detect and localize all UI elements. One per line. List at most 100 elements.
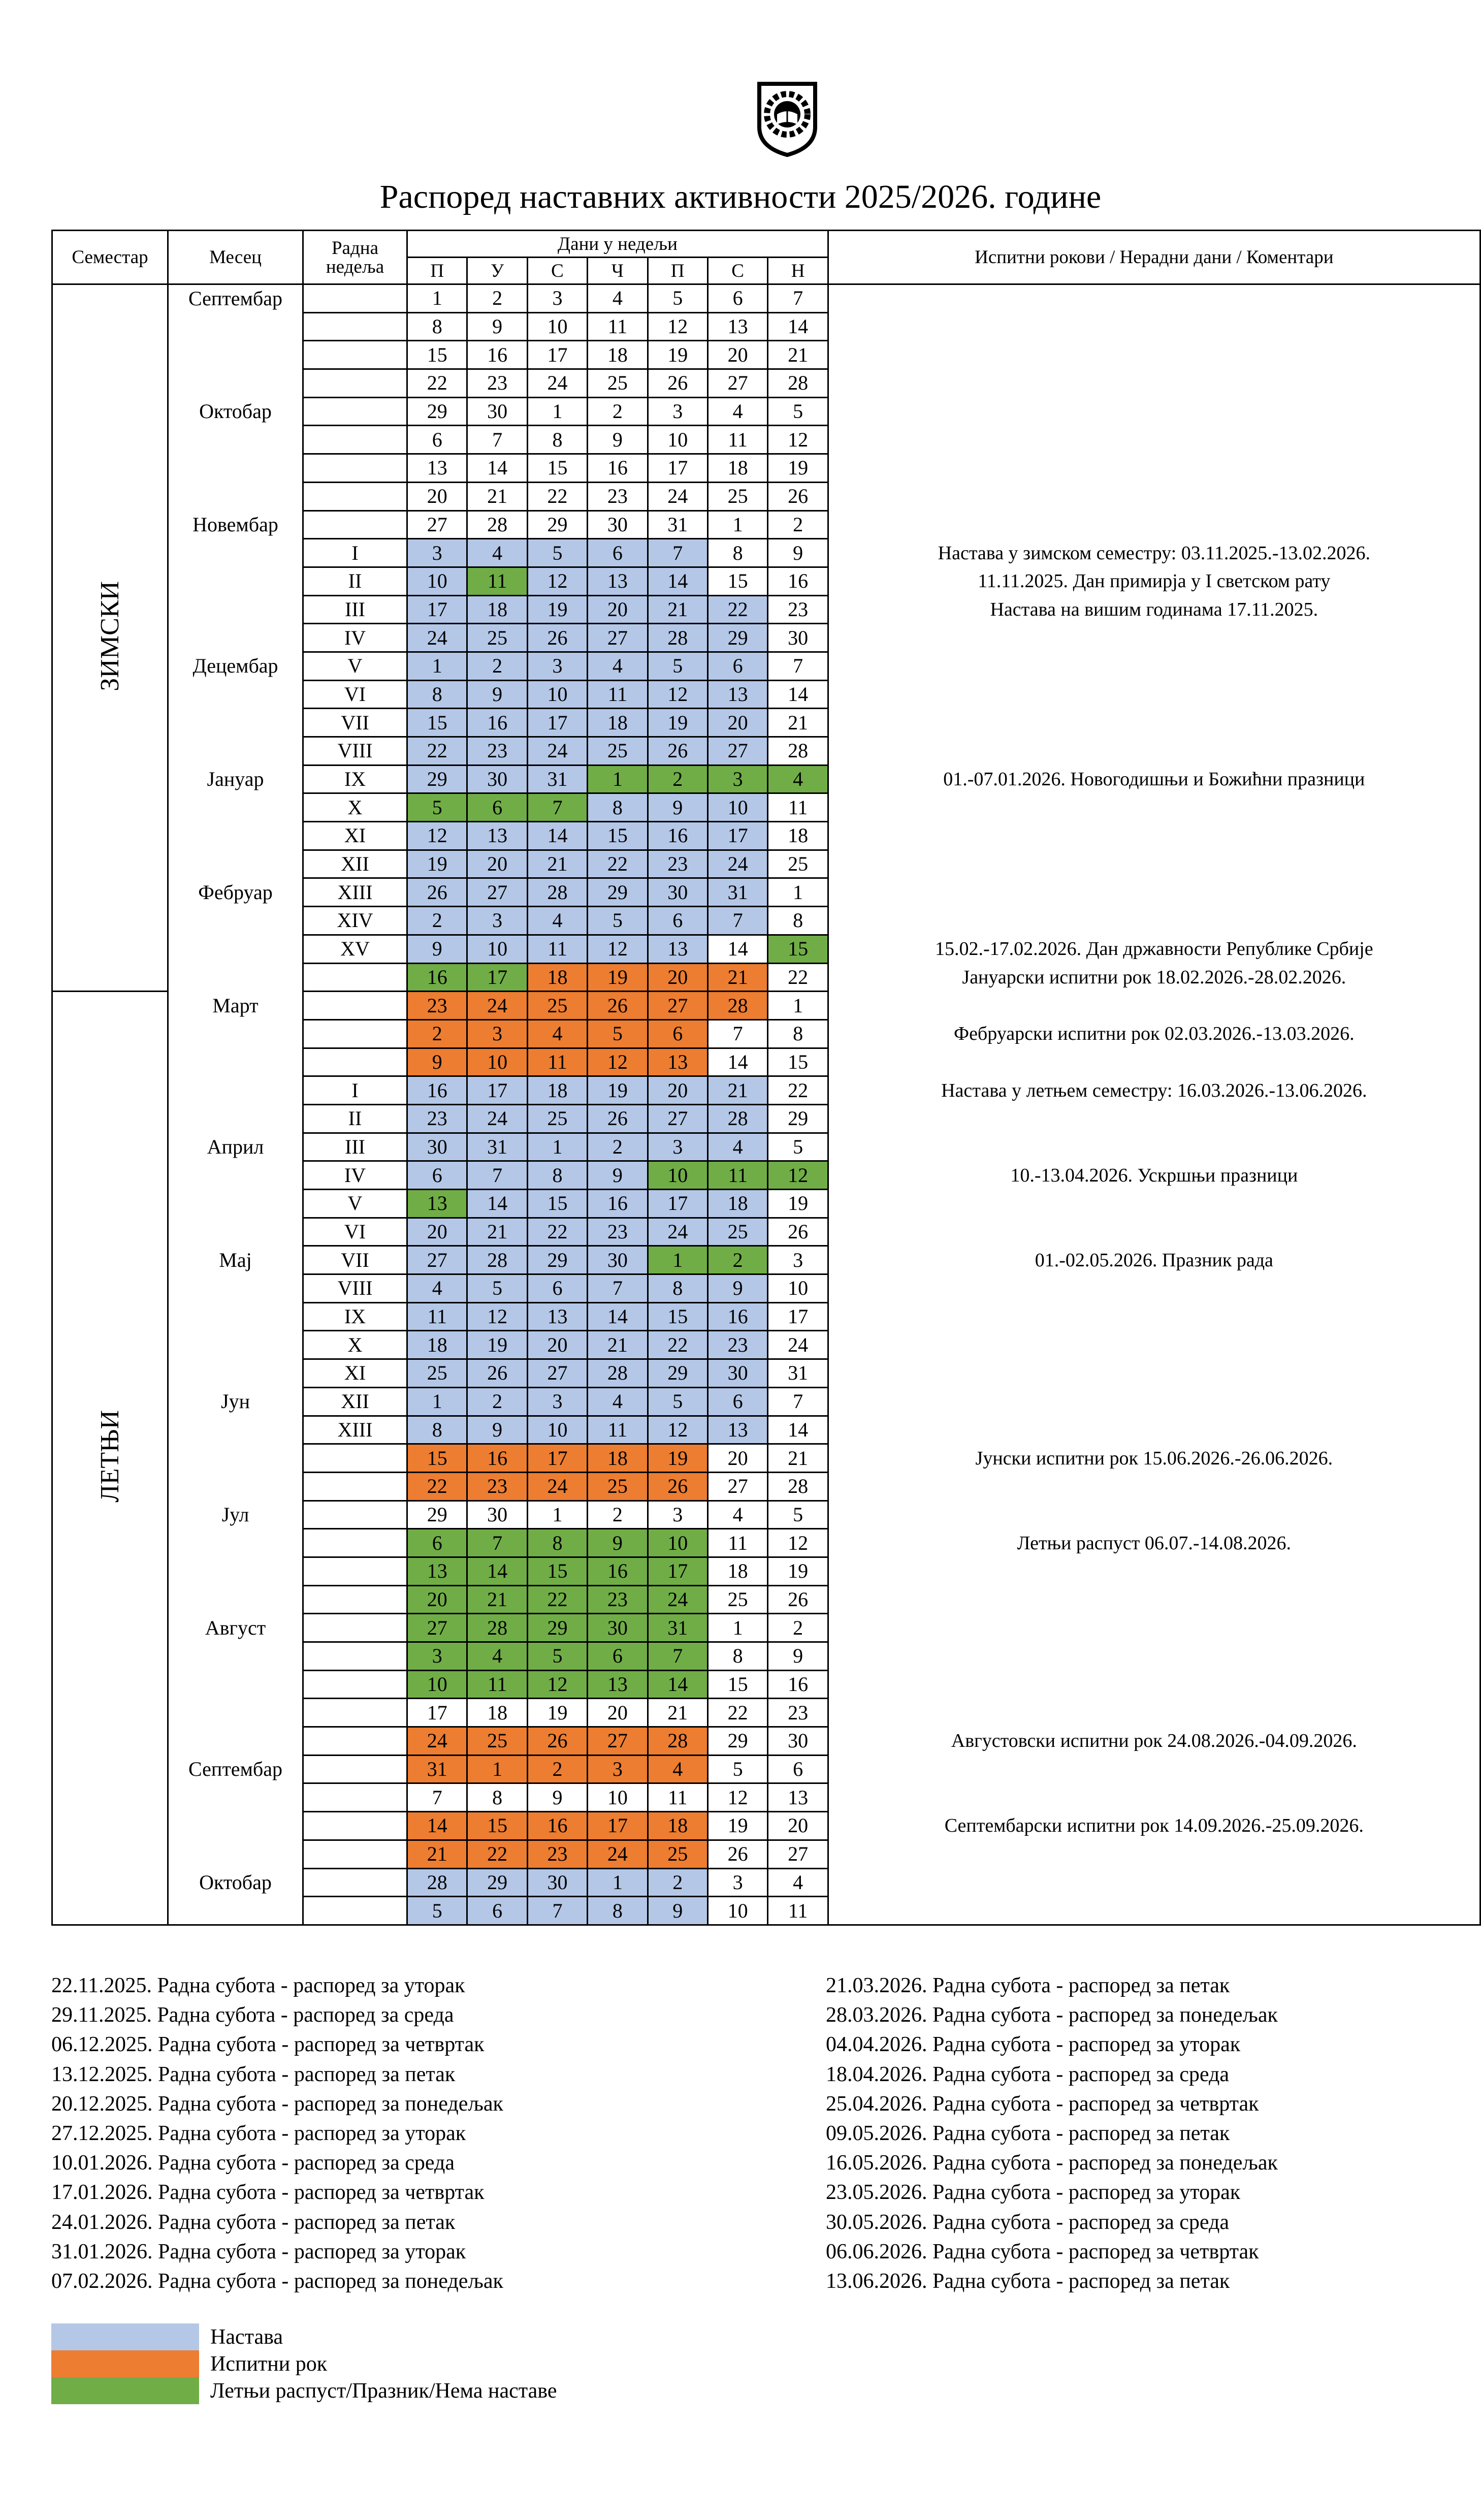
comment-cell: [827, 623, 1481, 652]
day-cell: 9: [587, 425, 649, 455]
day-cell: 21: [767, 1443, 829, 1473]
day-cell: 22: [406, 736, 468, 766]
day-cell: 11: [466, 1669, 528, 1700]
week-cell: [302, 1018, 408, 1049]
month-cell: [167, 1218, 304, 1246]
day-cell: 3: [767, 1245, 829, 1275]
month-cell: [167, 1019, 304, 1048]
comment-cell: [827, 1642, 1481, 1671]
day-cell: 5: [767, 1132, 829, 1162]
day-cell: 20: [406, 481, 468, 512]
day-cell: 24: [526, 1471, 589, 1502]
day-cell: 23: [587, 1217, 649, 1247]
month-cell: [167, 567, 304, 596]
day-cell: 11: [587, 679, 649, 710]
day-cell: 24: [526, 736, 589, 766]
day-cell: 18: [706, 1556, 769, 1586]
day-cell: 7: [526, 1896, 589, 1926]
day-cell: 27: [587, 1726, 649, 1756]
comment-cell: Септембарски испитни рок 14.09.2026.-25.…: [827, 1811, 1481, 1840]
day-cell: 22: [526, 481, 589, 512]
week-cell: [302, 1500, 408, 1530]
month-cell: [167, 1104, 304, 1133]
day-cell: 24: [406, 1726, 468, 1756]
day-cell: 29: [466, 1867, 528, 1898]
week-row: VIII 22 23 24 25 26 27 28: [52, 736, 1481, 766]
comment-cell: Летњи распуст 06.07.-14.08.2026.: [827, 1528, 1481, 1557]
day-cell: 6: [706, 1386, 769, 1417]
month-cell: [167, 595, 304, 624]
day-cell: 8: [406, 679, 468, 710]
day-cell: 28: [706, 991, 769, 1020]
day-cell: 11: [706, 425, 769, 455]
day-cell: 19: [587, 1075, 649, 1105]
day-cell: 11: [406, 1301, 468, 1332]
week-cell: I: [302, 1075, 408, 1105]
day-cell: 26: [526, 623, 589, 653]
week-cell: [302, 1584, 408, 1615]
day-cell: 12: [767, 1528, 829, 1558]
day-cell: 29: [526, 1245, 589, 1275]
day-cell: 2: [767, 1613, 829, 1643]
week-cell: [302, 1867, 408, 1898]
week-cell: VIII: [302, 1273, 408, 1303]
day-cell: 20: [706, 708, 769, 738]
week-row: III 17 18 19 20 21 22 23 Настава на вишим година…: [52, 594, 1481, 625]
week-row: Октобар 29 30 1 2 3 4 5: [52, 396, 1481, 427]
day-cell: 17: [587, 1811, 649, 1841]
day-cell: 26: [587, 991, 649, 1020]
month-cell: [167, 1557, 304, 1586]
day-cell: 4: [647, 1754, 709, 1784]
day-cell: 13: [706, 679, 769, 710]
day-cell: 18: [406, 1330, 468, 1360]
day-cell: 17: [466, 1075, 528, 1105]
day-cell: 9: [706, 1273, 769, 1303]
week-cell: [302, 481, 408, 512]
day-cell: 1: [526, 1132, 589, 1162]
day-cell: 21: [526, 849, 589, 879]
week-row: V 13 14 15 16 17 18 19: [52, 1189, 1481, 1219]
day-cell: 19: [647, 340, 709, 370]
day-cell: 8: [587, 792, 649, 823]
day-cell: 3: [526, 1386, 589, 1417]
day-cell: 17: [647, 453, 709, 483]
day-cell: 24: [767, 1330, 829, 1360]
week-cell: [302, 1698, 408, 1728]
comment-cell: [827, 1670, 1481, 1699]
day-cell: 21: [767, 340, 829, 370]
day-cell: 16: [466, 1443, 528, 1473]
day-cell: 9: [466, 1415, 528, 1445]
day-cell: 31: [767, 1358, 829, 1388]
day-cell: 18: [587, 708, 649, 738]
day-cell: 1: [466, 1754, 528, 1784]
day-cell: 24: [706, 849, 769, 879]
day-cell: 19: [706, 1811, 769, 1841]
month-cell: [167, 538, 304, 567]
comment-cell: [827, 1274, 1481, 1303]
saturday-line: 18.04.2026. Радна субота - распоред за с…: [826, 2062, 1230, 2086]
day-cell: 24: [466, 991, 528, 1020]
day-cell: 25: [406, 1358, 468, 1388]
comment-cell: [827, 1783, 1481, 1812]
day-cell: 12: [466, 1301, 528, 1332]
day-cell: 8: [526, 1528, 589, 1558]
week-row: Децембар V 1 2 3 4 5 6 7: [52, 651, 1481, 681]
week-cell: IX: [302, 764, 408, 794]
day-cell: 19: [767, 453, 829, 483]
day-cell: 15: [767, 1047, 829, 1077]
day-cell: 23: [466, 368, 528, 398]
saturday-line: 28.03.2026. Радна субота - распоред за п…: [826, 2003, 1278, 2027]
week-cell: [302, 1811, 408, 1841]
day-cell: 27: [587, 623, 649, 653]
month-cell: [167, 1896, 304, 1925]
day-cell: 16: [647, 821, 709, 851]
week-cell: [302, 283, 408, 313]
week-row: Јануар IX 29 30 31 1 2 3 4 01.-07.01.2026. Нового…: [52, 764, 1481, 794]
header-day: П: [647, 257, 709, 285]
week-cell: [302, 1471, 408, 1502]
day-cell: 26: [767, 1217, 829, 1247]
week-row: Јул 29 30 1 2 3 4 5: [52, 1500, 1481, 1530]
day-cell: 17: [526, 340, 589, 370]
day-cell: 11: [706, 1160, 769, 1190]
day-cell: 2: [647, 764, 709, 794]
